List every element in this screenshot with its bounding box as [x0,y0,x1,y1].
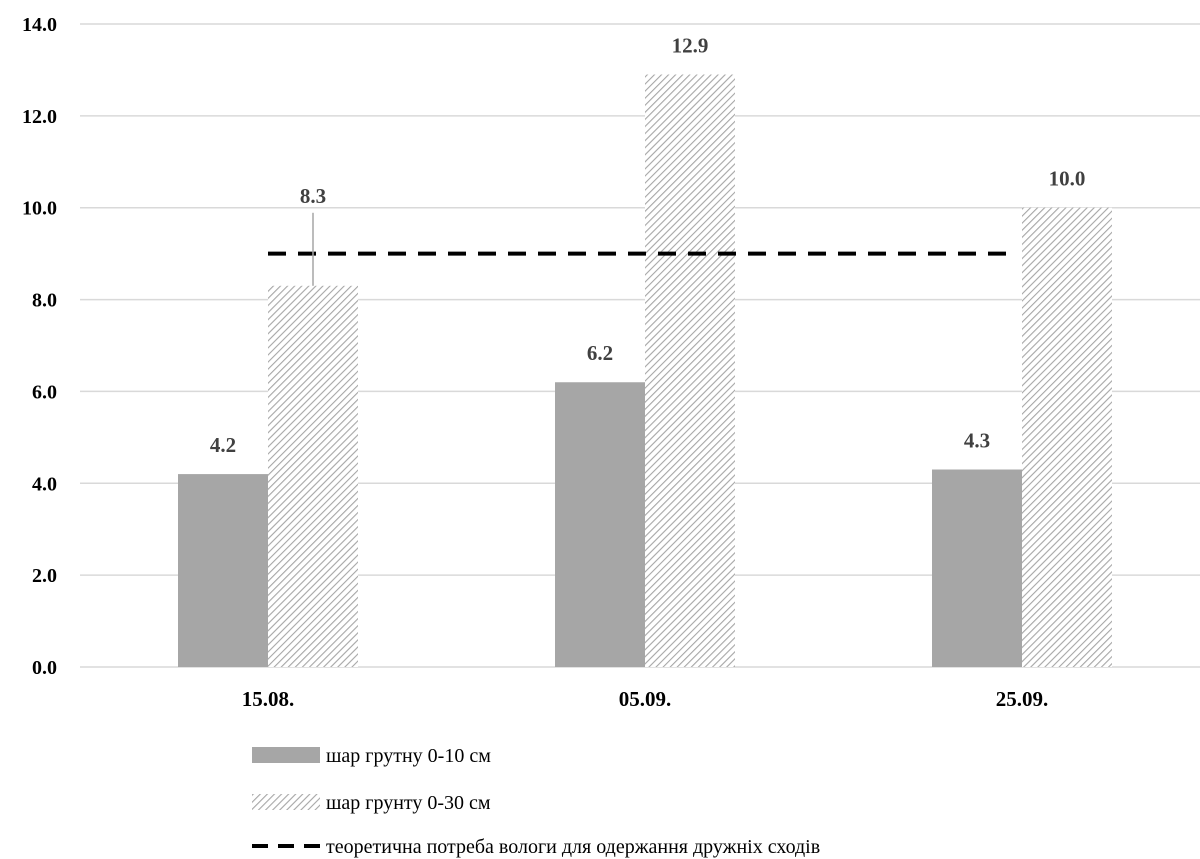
y-axis: 0.0 2.0 4.0 6.0 8.0 10.0 12.0 14.0 [22,14,57,679]
y-tick-label: 12.0 [22,106,57,128]
x-tick-label: 15.08. [242,687,295,711]
data-label: 4.3 [964,429,990,453]
data-label: 4.2 [210,433,236,457]
legend-swatch-hatched [252,794,320,810]
legend: шар грутну 0-10 см шар грунту 0-30 см теор… [252,745,820,858]
legend-label: шар грутну 0-10 см [326,745,491,767]
legend-swatch-solid [252,747,320,763]
y-tick-label: 4.0 [32,473,57,495]
data-label: 6.2 [587,341,613,365]
bars [178,74,1112,668]
data-label: 8.3 [300,184,326,208]
y-tick-label: 10.0 [22,198,57,220]
legend-label: теоретична потреба вологи для одержання … [326,836,820,858]
bar [645,74,735,668]
bar [555,382,645,667]
bar [1022,207,1112,667]
bar [932,469,1022,667]
data-label: 10.0 [1049,167,1086,191]
legend-label: шар грунту 0-30 см [326,792,491,814]
bar [268,285,358,667]
y-tick-label: 14.0 [22,14,57,36]
x-axis: 15.08. 05.09. 25.09. [242,687,1049,711]
y-tick-label: 0.0 [32,657,57,679]
y-tick-label: 8.0 [32,290,57,312]
y-tick-label: 6.0 [32,381,57,403]
data-labels: 4.2 6.2 4.3 8.3 12.9 10.0 [210,34,1086,458]
x-tick-label: 25.09. [996,687,1049,711]
y-tick-label: 2.0 [32,565,57,587]
bar [178,474,268,667]
data-label: 12.9 [672,34,709,58]
x-tick-label: 05.09. [619,687,672,711]
